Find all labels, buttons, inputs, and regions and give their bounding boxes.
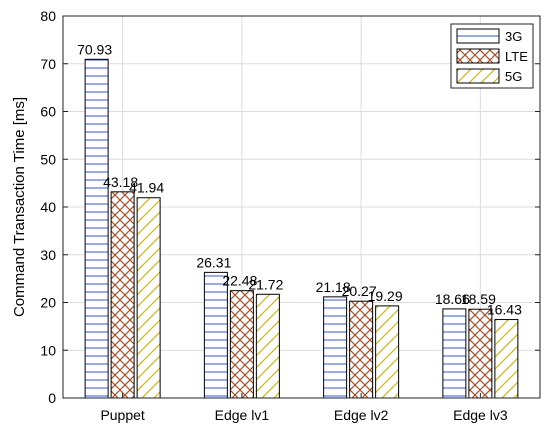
x-tick-label: Edge lv2 — [334, 407, 389, 423]
bar-5g-edge-lv3 — [494, 319, 519, 399]
legend-label-lte: LTE — [505, 49, 528, 64]
bar-3g-edge-lv3 — [442, 308, 467, 399]
bar-5g-puppet — [136, 197, 161, 399]
y-tick-label: 60 — [40, 104, 56, 120]
x-tick-label: Edge lv3 — [453, 407, 508, 423]
data-label: 16.43 — [487, 302, 522, 318]
data-label: 18.66 — [435, 291, 470, 307]
bar-5g-edge-lv1 — [255, 293, 280, 399]
data-label: 21.18 — [316, 279, 351, 295]
y-axis-title: Command Transaction Time [ms] — [11, 97, 28, 317]
legend: 3G LTE 5G — [450, 23, 534, 89]
legend-label-3g: 3G — [505, 29, 522, 44]
bar-lte-edge-lv1 — [229, 290, 254, 399]
y-tick-label: 70 — [40, 56, 56, 72]
data-label: 26.31 — [196, 254, 231, 270]
bar-3g-edge-lv2 — [323, 296, 348, 399]
x-tick-label: Puppet — [100, 407, 144, 423]
bar-3g-edge-lv1 — [203, 271, 228, 399]
y-tick-label: 80 — [40, 8, 56, 24]
y-tick-label: 10 — [40, 342, 56, 358]
data-label: 19.29 — [368, 288, 403, 304]
y-tick-label: 0 — [48, 390, 56, 406]
y-tick-label: 20 — [40, 295, 56, 311]
bar-lte-edge-lv2 — [349, 300, 374, 399]
data-label: 18.59 — [461, 291, 496, 307]
data-label: 70.93 — [77, 41, 112, 57]
bar-5g-edge-lv2 — [375, 305, 400, 399]
legend-swatch-lte — [456, 48, 500, 64]
data-label: 41.94 — [129, 180, 164, 196]
y-tick-label: 50 — [40, 151, 56, 167]
data-label: 43.18 — [103, 174, 138, 190]
legend-swatch-3g — [456, 28, 500, 44]
data-label: 22.48 — [222, 273, 257, 289]
bar-3g-puppet — [84, 58, 109, 399]
y-tick-label: 30 — [40, 247, 56, 263]
data-label: 20.27 — [342, 283, 377, 299]
legend-label-5g: 5G — [505, 69, 522, 84]
bar-lte-edge-lv3 — [468, 308, 493, 399]
data-label: 21.72 — [248, 276, 283, 292]
bars — [84, 58, 519, 399]
legend-swatch-5g — [456, 68, 500, 84]
y-tick-label: 40 — [40, 199, 56, 215]
x-tick-label: Edge lv1 — [215, 407, 270, 423]
axes: 0 10 20 30 40 50 60 70 80 Puppet Edge lv1 Edge lv2 E… — [40, 8, 541, 423]
bar-lte-puppet — [110, 191, 135, 399]
